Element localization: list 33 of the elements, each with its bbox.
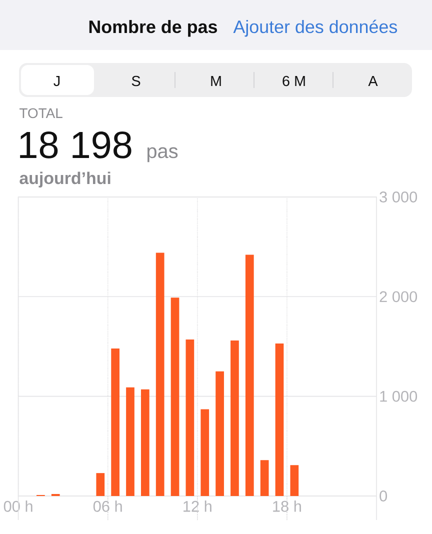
text: A [368,76,378,86]
bar [200,409,210,496]
bar [230,340,239,496]
bar [260,460,269,496]
y-tick-label: 1 000 [380,390,418,402]
bar [126,387,134,496]
text: TOTAL [20,108,62,118]
bar [186,340,194,496]
text: J [54,76,60,86]
text: 18 198 [20,132,132,158]
bar [216,371,224,496]
bar [111,348,120,496]
x-tick-label: 18 h [273,500,301,512]
y-tick-label: 0 [380,490,388,502]
x-tick-label: 06 h [93,500,122,512]
text: aujourd’hui [20,172,110,188]
bar [170,298,180,496]
bar [290,465,299,496]
y-tick-label: 2 000 [380,291,418,302]
bar [275,344,284,496]
text: 6 M [282,76,305,86]
bar [156,252,164,496]
bar [140,389,150,496]
text: S [132,76,140,86]
bar [96,473,105,496]
text: M [211,76,221,86]
text: Ajouter des données [233,20,398,37]
bar [245,254,254,496]
chart-title: Nombre de pas [89,20,217,37]
x-tick-label: 00 h [4,500,32,512]
text: pas [147,147,178,162]
x-tick-label: 12 h [184,500,212,512]
y-tick-label: 3 000 [380,192,418,202]
